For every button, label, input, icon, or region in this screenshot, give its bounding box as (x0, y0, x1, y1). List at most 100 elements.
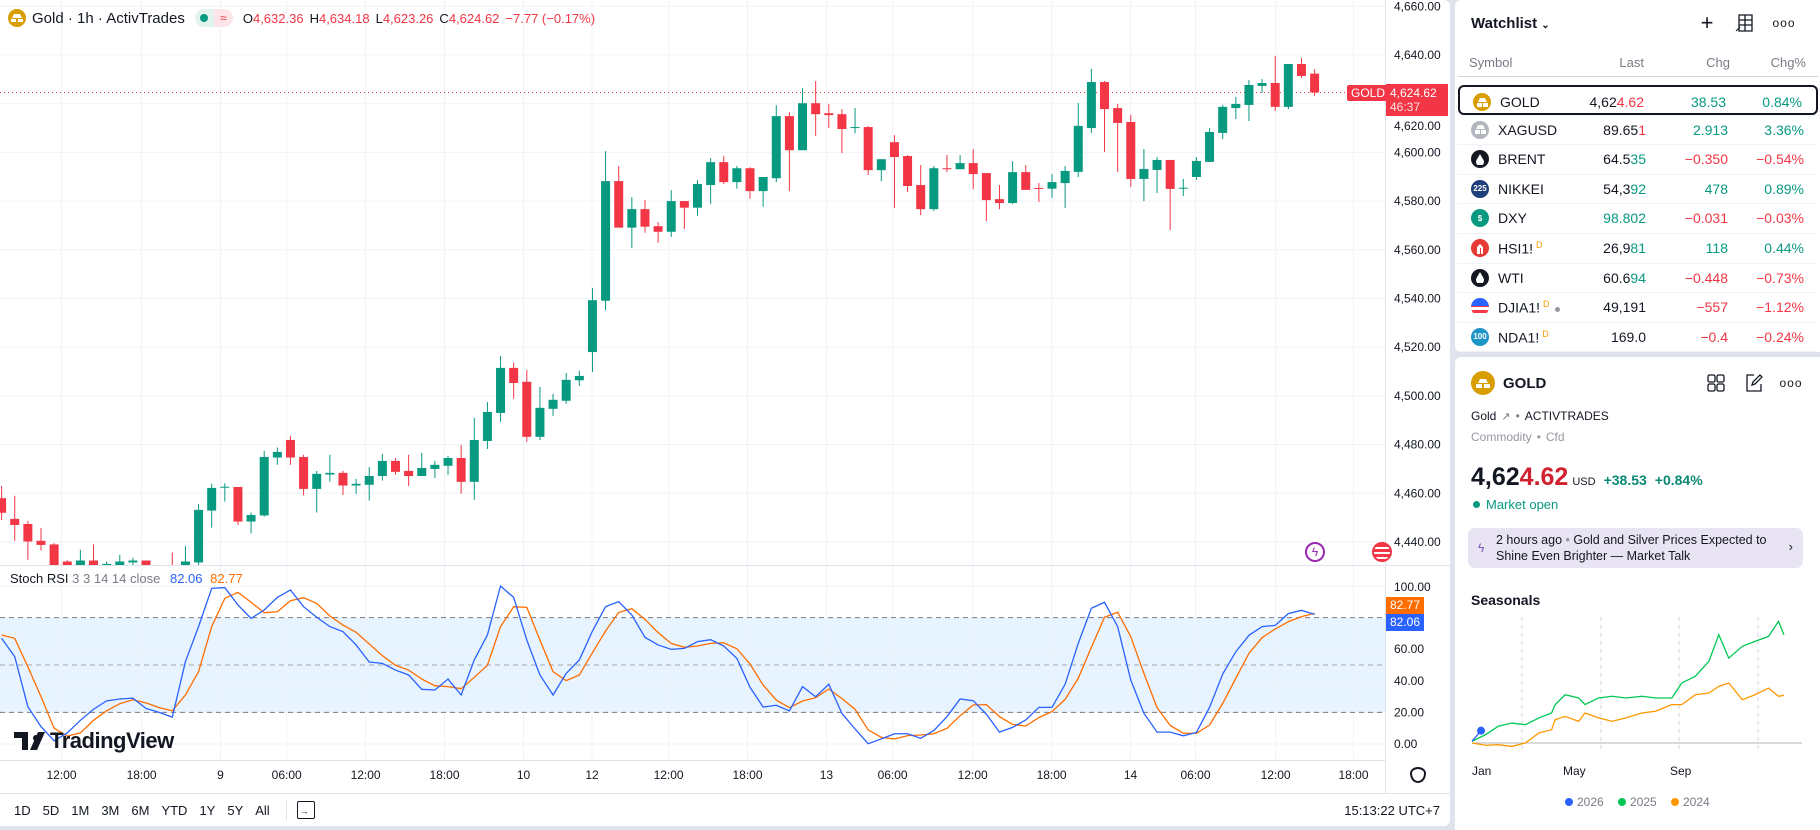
edit-note-icon[interactable] (1743, 372, 1765, 394)
symbol-name[interactable]: Gold (1471, 409, 1497, 423)
candle (1073, 102, 1083, 177)
row-change-pct: −0.24% (1756, 328, 1804, 345)
candle (719, 156, 729, 185)
candle (417, 452, 427, 477)
candle-body (535, 407, 545, 437)
seasonals-chart[interactable]: Jan May Sep 2026 2025 2024 (1455, 607, 1820, 830)
watchlist-row-wti[interactable]: WTI 60.694 −0.448 −0.73% (1458, 263, 1818, 293)
candle (1178, 178, 1188, 196)
candle-body (561, 379, 571, 401)
details-symbol[interactable]: GOLD (1503, 375, 1547, 392)
candle-body (837, 114, 847, 130)
go-to-date-calendar-icon[interactable]: → (296, 801, 315, 819)
col-header-symbol[interactable]: Symbol (1469, 55, 1513, 70)
candle (732, 166, 742, 189)
candle-body (496, 367, 506, 413)
stoch-axis-label: 40.00 (1394, 674, 1424, 688)
stoch-axis-label: 100.00 (1394, 580, 1431, 594)
watchlist-row-nikkei[interactable]: 225 NIKKEI 54,392 478 0.89% (1458, 174, 1818, 204)
add-symbol-plus-icon[interactable]: + (1700, 10, 1714, 35)
candle-body (889, 142, 899, 158)
candle (509, 362, 519, 399)
indicator-name[interactable]: Stoch RSI (10, 571, 69, 586)
time-axis-label: 18:00 (127, 768, 157, 782)
status-pill[interactable]: ≈ (194, 9, 233, 27)
watchlist-row-xagusd[interactable]: XAGUSD 89.651 2.913 3.36% (1458, 115, 1818, 145)
delayed-badge: D (1542, 328, 1549, 339)
candle (889, 135, 899, 209)
advanced-view-table-icon[interactable] (1733, 12, 1755, 34)
candle (1218, 104, 1228, 140)
range-button-all[interactable]: All (255, 802, 270, 818)
candle-body (1283, 64, 1293, 107)
more-options-icon[interactable]: ooo (1779, 376, 1803, 390)
news-headline-card[interactable]: ϟ 2 hours ago • Gold and Silver Prices E… (1468, 528, 1803, 568)
range-button-5y[interactable]: 5Y (227, 802, 244, 818)
range-button-6m[interactable]: 6M (131, 802, 150, 818)
symbol-title[interactable]: Gold · 1h · ActivTrades (32, 9, 185, 27)
stoch-k-line (1, 584, 1315, 745)
more-options-icon[interactable]: ooo (1772, 16, 1796, 30)
range-button-5d[interactable]: 5D (42, 802, 60, 818)
candle (391, 457, 400, 475)
row-change-pct: −0.54% (1756, 151, 1804, 168)
legend-label-2024[interactable]: 2024 (1683, 795, 1710, 809)
candle-body (1113, 108, 1123, 123)
watchlist-row-djia1[interactable]: DJIA1! D 49,191 −557 −1.12% (1458, 292, 1818, 322)
candle (312, 470, 322, 513)
layout-grid-icon[interactable] (1705, 372, 1727, 394)
row-symbol: WTI (1498, 269, 1524, 286)
col-header-chg[interactable]: Chg (1706, 55, 1730, 70)
candle-body (692, 184, 702, 208)
external-link-icon[interactable]: ↗ (1501, 410, 1511, 423)
range-button-1d[interactable]: 1D (14, 802, 31, 818)
chart-canvas[interactable]: 4,660.00 4,640.00 4,620.00 4,600.00 4,580.00… (0, 0, 1450, 826)
row-change: −0.031 (1684, 210, 1728, 227)
us-flag-event-icon[interactable] (1372, 542, 1392, 562)
range-button-ytd[interactable]: YTD (161, 802, 188, 818)
stoch-d-line (1, 591, 1315, 740)
candle-body (1296, 64, 1306, 76)
range-button-1m[interactable]: 1M (71, 802, 90, 818)
time-axis-label: 10 (517, 768, 531, 782)
current-price: 4,624.62 (1390, 86, 1437, 100)
legend-label-2025[interactable]: 2025 (1630, 795, 1657, 809)
lightning-event-icon[interactable]: ϟ (1305, 542, 1325, 562)
price-axis-label: 4,580.00 (1394, 194, 1441, 208)
candle (522, 369, 532, 442)
row-last: 26,981 (1603, 240, 1646, 256)
candle-body (10, 518, 20, 525)
range-button-1y[interactable]: 1Y (199, 802, 216, 818)
candle-body (798, 103, 808, 151)
time-axis-label: 12:00 (1261, 768, 1291, 782)
col-header-chg-pct[interactable]: Chg% (1770, 55, 1806, 70)
candle-body (574, 375, 584, 381)
candle-body (141, 560, 151, 565)
candle-body (1073, 125, 1083, 172)
candle-body (259, 457, 269, 516)
clock-timezone[interactable]: 15:13:22 UTC+7 (1344, 802, 1440, 818)
watchlist-row-brent[interactable]: BRENT 64.535 −0.350 −0.54% (1458, 144, 1818, 174)
watchlist-row-dxy[interactable]: $ DXY 98.802 −0.031 −0.03% (1458, 203, 1818, 233)
row-last: 64.535 (1603, 151, 1646, 168)
chart-panel[interactable]: 4,660.00 4,640.00 4,620.00 4,600.00 4,580.00… (0, 0, 1450, 826)
exchange-name[interactable]: ACTIVTRADES (1524, 409, 1609, 423)
col-header-last[interactable]: Last (1619, 55, 1644, 70)
axis-settings-icon[interactable] (1410, 767, 1426, 783)
watchlist-row-nda1[interactable]: 100 NDA1! D 169.0 −0.4 −0.24% (1458, 322, 1818, 352)
row-change: −557 (1696, 299, 1728, 316)
legend-label-2026[interactable]: 2026 (1577, 795, 1604, 809)
watchlist-row-hsi1[interactable]: HSI1! D 26,981 118 0.44% (1458, 233, 1818, 263)
candle-body (102, 563, 112, 565)
row-symbol: XAGUSD (1498, 121, 1558, 138)
watchlist-title[interactable]: Watchlist ⌄ (1471, 15, 1550, 32)
candle (614, 166, 624, 228)
candle (75, 549, 85, 565)
details-price: 4,62 4.62 USD +38.53 +0.84% (1471, 463, 1703, 491)
candle-body (1047, 182, 1057, 189)
seasonals-title[interactable]: Seasonals (1471, 592, 1541, 608)
range-button-3m[interactable]: 3M (101, 802, 120, 818)
row-change: 2.913 (1692, 121, 1728, 138)
watchlist-row-gold[interactable]: GOLD 4,624.62 38.53 0.84% (1458, 85, 1818, 115)
candle (601, 151, 611, 311)
